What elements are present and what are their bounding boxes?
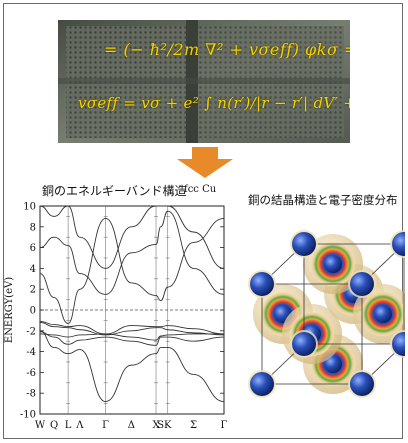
kohn-sham-equation: = (− ħ²/2m ∇² + vσeff) φkσ = εkσ φkσ	[104, 40, 350, 59]
x-tick-label: Δ	[128, 420, 135, 431]
band-structure-subtitle: fcc Cu	[184, 184, 217, 195]
corner-atom	[292, 332, 316, 356]
x-tick-label: Γ	[102, 420, 109, 431]
y-tick-label: 2	[30, 285, 36, 296]
corner-atom	[292, 232, 316, 256]
x-tick-label: Q	[50, 420, 58, 431]
y-tick-label: 4	[30, 264, 36, 275]
down-arrow-icon	[177, 147, 233, 178]
crystal-title: 銅の結晶構造と電子密度分布	[248, 193, 398, 207]
corner-atom	[350, 372, 374, 396]
face-atom	[324, 355, 342, 373]
corner-atom	[392, 332, 405, 356]
band-labels: 10 8 6 4 2 0 -2 -4 -6 -8 -10 ENERGY(eV) W Q L Λ Γ Δ XS K Σ Γ	[4, 202, 228, 432]
band-line-5	[39, 320, 225, 335]
band-line-2	[39, 331, 225, 346]
band-line-4	[39, 322, 225, 336]
band-line-6	[39, 218, 225, 324]
band-axes	[39, 205, 225, 415]
x-tick-label: L	[65, 420, 72, 431]
y-tick-label: -2	[26, 326, 36, 337]
y-tick-label: -8	[26, 389, 36, 400]
corner-atom	[350, 272, 374, 296]
band-line-1	[39, 330, 225, 402]
y-tick-label: -10	[20, 410, 36, 421]
x-tick-label: X	[152, 420, 160, 431]
face-atom	[374, 305, 392, 323]
y-tick-label: 8	[30, 222, 36, 233]
x-tick-label: Γ	[221, 420, 228, 431]
y-tick-label: -4	[26, 347, 36, 358]
band-structure-chart: 10 8 6 4 2 0 -2 -4 -6 -8 -10 ENERGY(eV) W Q L Λ Γ Δ XS K Σ Γ	[4, 202, 228, 432]
corner-atom	[250, 372, 274, 396]
band-line-3	[39, 333, 224, 341]
x-tick-label: Λ	[75, 420, 84, 431]
band-lines	[39, 205, 225, 402]
corner-atom	[250, 272, 274, 296]
corner-atom	[392, 232, 405, 256]
y-axis-label: ENERGY(eV)	[4, 277, 15, 343]
face-atom	[324, 255, 342, 273]
x-tick-label: Σ	[190, 420, 197, 431]
supercomputer-image	[58, 20, 350, 143]
crystal-structure-diagram	[248, 230, 405, 398]
x-tick-label: W	[35, 420, 46, 431]
x-tick-label: K	[164, 420, 172, 431]
band-line-8	[39, 205, 225, 269]
y-tick-label: 6	[30, 243, 36, 254]
figure-frame	[3, 3, 403, 439]
band-structure-title: 銅のエネルギーバンド構造	[42, 184, 187, 198]
band-line-7	[39, 210, 225, 295]
x-tick-label: S	[157, 420, 164, 431]
effective-potential-equation: vσeff = vσ + e² ∫ n(r′)/|r − r′| dV′ + v…	[78, 94, 350, 112]
supercomputer-photo: = (− ħ²/2m ∇² + vσeff) φkσ = εkσ φkσ vσe…	[58, 20, 350, 143]
y-tick-label: 10	[23, 202, 36, 213]
y-tick-label: 0	[30, 306, 36, 317]
y-tick-label: -6	[26, 368, 36, 379]
